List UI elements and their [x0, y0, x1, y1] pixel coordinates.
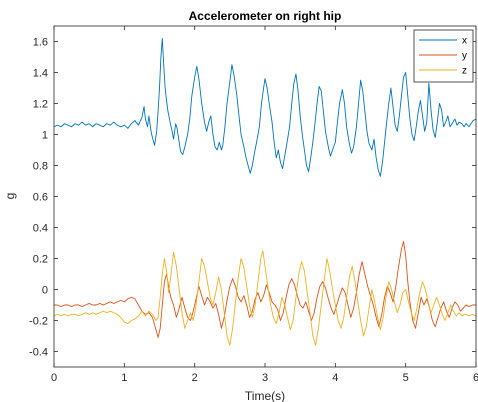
y-tick-label: -0.2	[29, 316, 48, 328]
legend: xyz	[413, 29, 474, 83]
y-tick-label: 1.6	[33, 37, 48, 49]
y-tick-label: 0.6	[33, 192, 48, 204]
y-axis-label: g	[3, 193, 17, 200]
y-tick-label: 0.2	[33, 254, 48, 266]
legend-label-x: x	[462, 36, 467, 47]
legend-label-z: z	[462, 66, 467, 77]
x-tick-label: 3	[262, 372, 268, 384]
x-tick-label: 2	[192, 372, 198, 384]
x-tick-label: 0	[51, 372, 57, 384]
legend-label-y: y	[462, 51, 467, 62]
series-layer	[53, 37, 477, 346]
y-tick-label: 1.2	[33, 99, 48, 111]
y-tick-label: 0.4	[33, 223, 48, 235]
x-tick-label: 4	[332, 372, 338, 384]
x-axis: 0 1 2 3 4 5 6	[51, 26, 478, 384]
y-tick-label: 1.4	[33, 68, 48, 80]
y-tick-label: -0.4	[29, 347, 48, 359]
x-axis-label: Time(s)	[245, 389, 285, 402]
x-tick-label: 6	[473, 372, 478, 384]
series-line-y	[54, 241, 476, 338]
y-tick-label: 1	[42, 130, 48, 142]
plot-area	[54, 26, 476, 367]
y-axis: -0.4 -0.2 0 0.2 0.4 0.6 0.8 1 1.2 1.4 1.6	[29, 37, 476, 359]
x-tick-label: 5	[403, 372, 409, 384]
legend-box	[413, 29, 474, 83]
y-tick-label: 0	[42, 285, 48, 297]
series-line-x	[53, 37, 477, 177]
x-tick-label: 1	[121, 372, 127, 384]
chart-title: Accelerometer on right hip	[189, 9, 342, 23]
y-tick-label: 0.8	[33, 161, 48, 173]
series-line-z	[53, 250, 477, 346]
